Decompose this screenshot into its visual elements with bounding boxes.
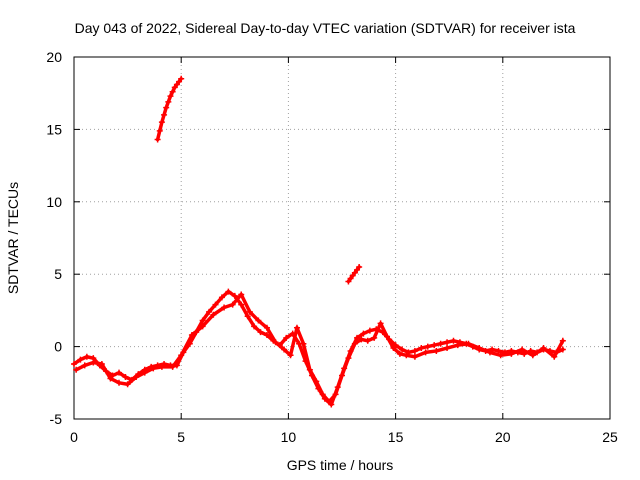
y-axis-label: SDTVAR / TECUs [5,182,21,294]
data-trace-segment [385,334,396,350]
y-tick-label: 5 [54,266,62,282]
data-trace-segment [265,326,278,345]
data-point [178,75,185,82]
data-trace-segment [256,318,269,330]
data-trace-segment [125,375,138,386]
data-trace-segment [200,310,211,323]
data-trace-segment [200,312,216,329]
plot-frame [73,56,611,420]
grid-lines [74,57,610,419]
data-trace-segment [100,362,113,381]
data-trace-segment [245,314,256,329]
data-trace-segment [340,356,351,378]
x-tick-label: 0 [70,429,78,445]
x-tick-label: 20 [495,429,511,445]
x-axis-label: GPS time / hours [287,457,394,473]
x-tick-label: 10 [281,429,297,445]
data-trace-segment [230,292,243,307]
data-trace-segment [531,346,546,358]
data-trace-segment [170,353,183,369]
x-tick-label: 15 [388,429,404,445]
data-point [559,337,566,344]
data-trace-segment [378,321,389,339]
data-trace-segment [308,368,319,384]
data-trace-segment [552,339,565,359]
data-point [559,346,566,353]
y-tick-label: 15 [46,121,62,137]
data-trace-segment [333,373,344,397]
data-trace-segment [239,302,250,318]
data-trace-segment [239,292,252,314]
y-tick-label: -5 [50,411,63,427]
data-trace-segment [179,333,194,358]
data-trace-segment [295,326,306,346]
data-trace-segment [346,341,357,360]
x-tick-label: 5 [177,429,185,445]
data-marks [71,75,566,408]
chart-title: Day 043 of 2022, Sidereal Day-to-day VTE… [75,20,576,36]
data-trace-segment [372,321,383,340]
data-trace-segment [541,346,557,359]
data-trace-segment [190,324,205,337]
data-trace-segment [273,340,286,352]
y-tick-label: 0 [54,339,62,355]
axis-ticks: 0 5 10 15 20 25 -5 0 5 10 15 20 [46,49,618,445]
data-trace-segment [288,326,299,358]
data-trace-segment [297,341,308,363]
y-tick-label: 20 [46,49,62,65]
y-tick-label: 10 [46,194,62,210]
data-point [356,263,363,270]
x-tick-label: 25 [602,429,618,445]
data-trace-segment [211,305,226,317]
data-trace-segment [301,341,312,372]
data-trace-segment [314,379,325,397]
data-trace-segment [248,310,261,323]
data-trace-segment [520,347,535,358]
